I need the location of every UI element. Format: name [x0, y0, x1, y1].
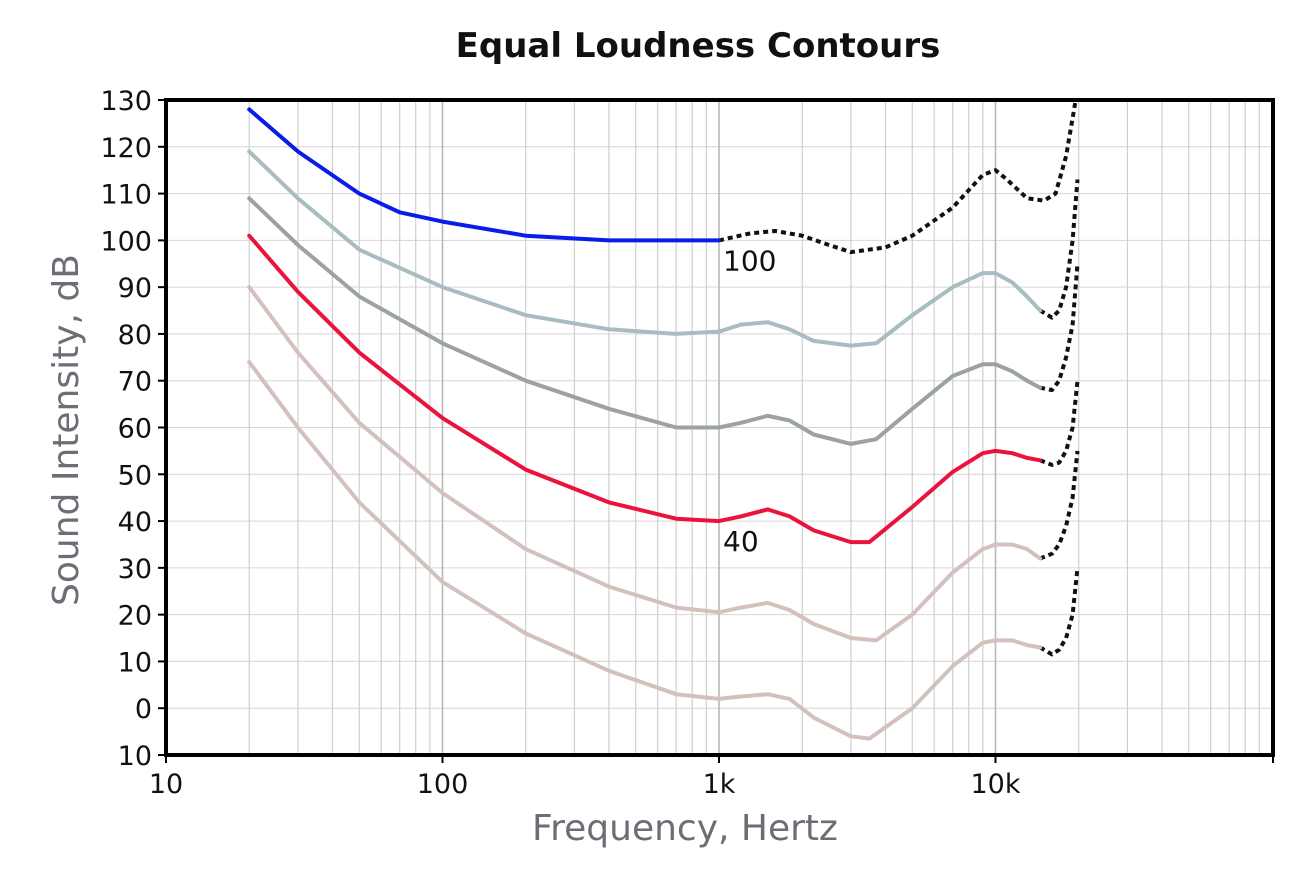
y-tick-label: 100	[100, 226, 152, 257]
y-tick-label: 10	[118, 741, 152, 772]
curve-label: 40	[723, 525, 759, 558]
y-tick-label: 10	[118, 647, 152, 678]
grid	[165, 99, 1273, 756]
x-tick-label: 10k	[971, 769, 1021, 800]
y-tick-label: 70	[118, 367, 152, 398]
curves	[247, 99, 1080, 741]
contour-5	[247, 360, 1043, 741]
x-tick-label: 10	[149, 769, 183, 800]
curve-label: 100	[723, 244, 776, 277]
contour-4	[247, 285, 1043, 643]
y-tick-label: 120	[100, 133, 152, 164]
contour-0-extrapolated	[718, 99, 1078, 255]
y-tick-label: 40	[118, 507, 152, 538]
contour-2	[247, 196, 1043, 446]
x-axis-ticks: 10 100 1k 10k	[149, 755, 1274, 800]
x-tick-label: 100	[417, 769, 469, 800]
contour-0	[247, 107, 721, 243]
contour-5-extrapolated	[1039, 567, 1080, 657]
contour-4-extrapolated	[1039, 450, 1080, 561]
y-tick-label: 90	[118, 273, 152, 304]
y-axis-label: Sound Intensity, dB	[46, 254, 87, 606]
contour-1-extrapolated	[1039, 179, 1080, 320]
contour-3-extrapolated	[1039, 380, 1080, 467]
y-tick-label: 60	[118, 414, 152, 445]
y-tick-label: 130	[100, 86, 152, 117]
contour-1	[247, 149, 1043, 348]
y-tick-label: 80	[118, 320, 152, 351]
y-tick-label: 0	[135, 694, 152, 725]
x-axis-label: Frequency, Hertz	[532, 808, 838, 849]
y-tick-label: 20	[118, 601, 152, 632]
contour-3	[247, 233, 1043, 545]
contour-2-extrapolated	[1039, 263, 1080, 393]
x-tick-label: 1k	[703, 769, 736, 800]
chart-title: Equal Loudness Contours	[456, 26, 941, 66]
y-tick-label: 110	[100, 180, 152, 211]
y-tick-label: 50	[118, 460, 152, 491]
y-tick-label: 30	[118, 554, 152, 585]
curve-annotations: 100 40	[723, 244, 776, 558]
